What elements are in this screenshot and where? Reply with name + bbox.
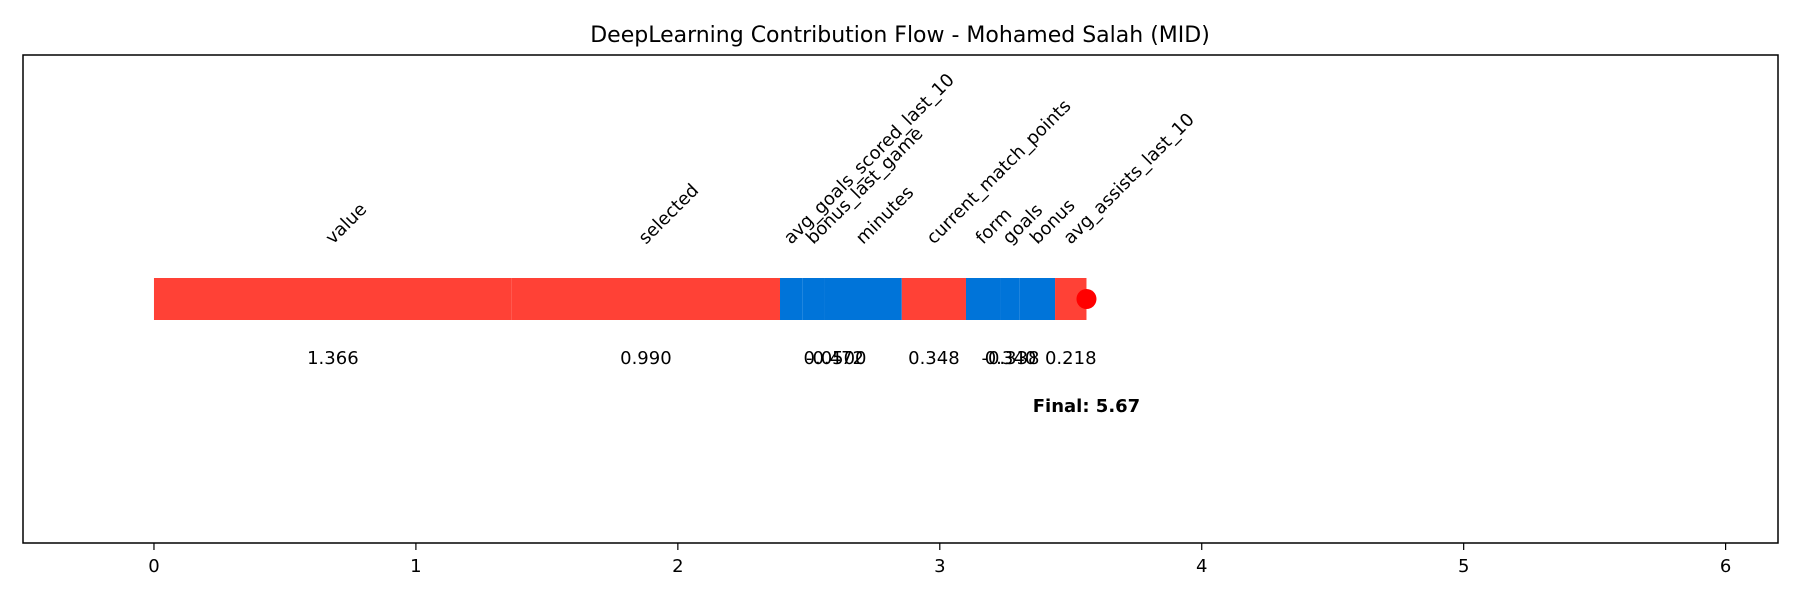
- bar-current_match_points: [901, 278, 966, 320]
- bar-value: [153, 278, 512, 320]
- feature-label-selected: selected: [635, 180, 704, 249]
- x-tick-label-1: 1: [410, 556, 421, 577]
- feature-label-avg_assists_last_10: avg_assists_last_10: [1059, 109, 1198, 248]
- x-tick-label-3: 3: [934, 556, 945, 577]
- x-tick-label-6: 6: [1720, 556, 1731, 577]
- bar-goals: [1000, 278, 1020, 320]
- value-label-value: 1.366: [307, 348, 359, 369]
- value-labels: 1.366 0.990 0.348 0.218 0.0500-0.472 0.340-0.…: [307, 348, 1096, 369]
- final-group: Final: 5.67: [1033, 289, 1140, 417]
- value-label-overlap-2: 0.340: [985, 348, 1037, 369]
- value-label-overlap-1: -0.472: [806, 348, 864, 369]
- bar-minutes: [824, 278, 902, 320]
- bar-bonus: [1019, 278, 1056, 320]
- value-label-current_match_points: 0.348: [908, 348, 960, 369]
- plot-frame: [22, 54, 1779, 544]
- x-tick-label-5: 5: [1458, 556, 1469, 577]
- x-tick-label-4: 4: [1196, 556, 1207, 577]
- value-label-overlap-3: -0.338: [981, 348, 1039, 369]
- bar-form: [965, 278, 1001, 320]
- x-tick-label-0: 0: [148, 556, 159, 577]
- feature-label-value: value: [322, 199, 372, 249]
- value-label-avg_assists_last_10: 0.218: [1045, 348, 1097, 369]
- chart-title: DeepLearning Contribution Flow - Mohamed…: [590, 23, 1210, 48]
- contribution-bars: [153, 278, 1087, 320]
- bar-avg_goals_scored_last_10: [780, 278, 803, 320]
- final-label: Final: 5.67: [1033, 396, 1140, 417]
- bar-bonus_last_game: [802, 278, 825, 320]
- bar-selected: [511, 278, 781, 320]
- feature-labels: value selected avg_goals_scored_last_10bon…: [322, 70, 1199, 249]
- value-label-selected: 0.990: [620, 348, 672, 369]
- x-tick-label-2: 2: [672, 556, 683, 577]
- x-axis: 0 1 2 3 4 5 6: [148, 543, 1731, 577]
- final-marker: [1076, 289, 1097, 309]
- value-label-overlap-0: 0.0500: [804, 348, 867, 369]
